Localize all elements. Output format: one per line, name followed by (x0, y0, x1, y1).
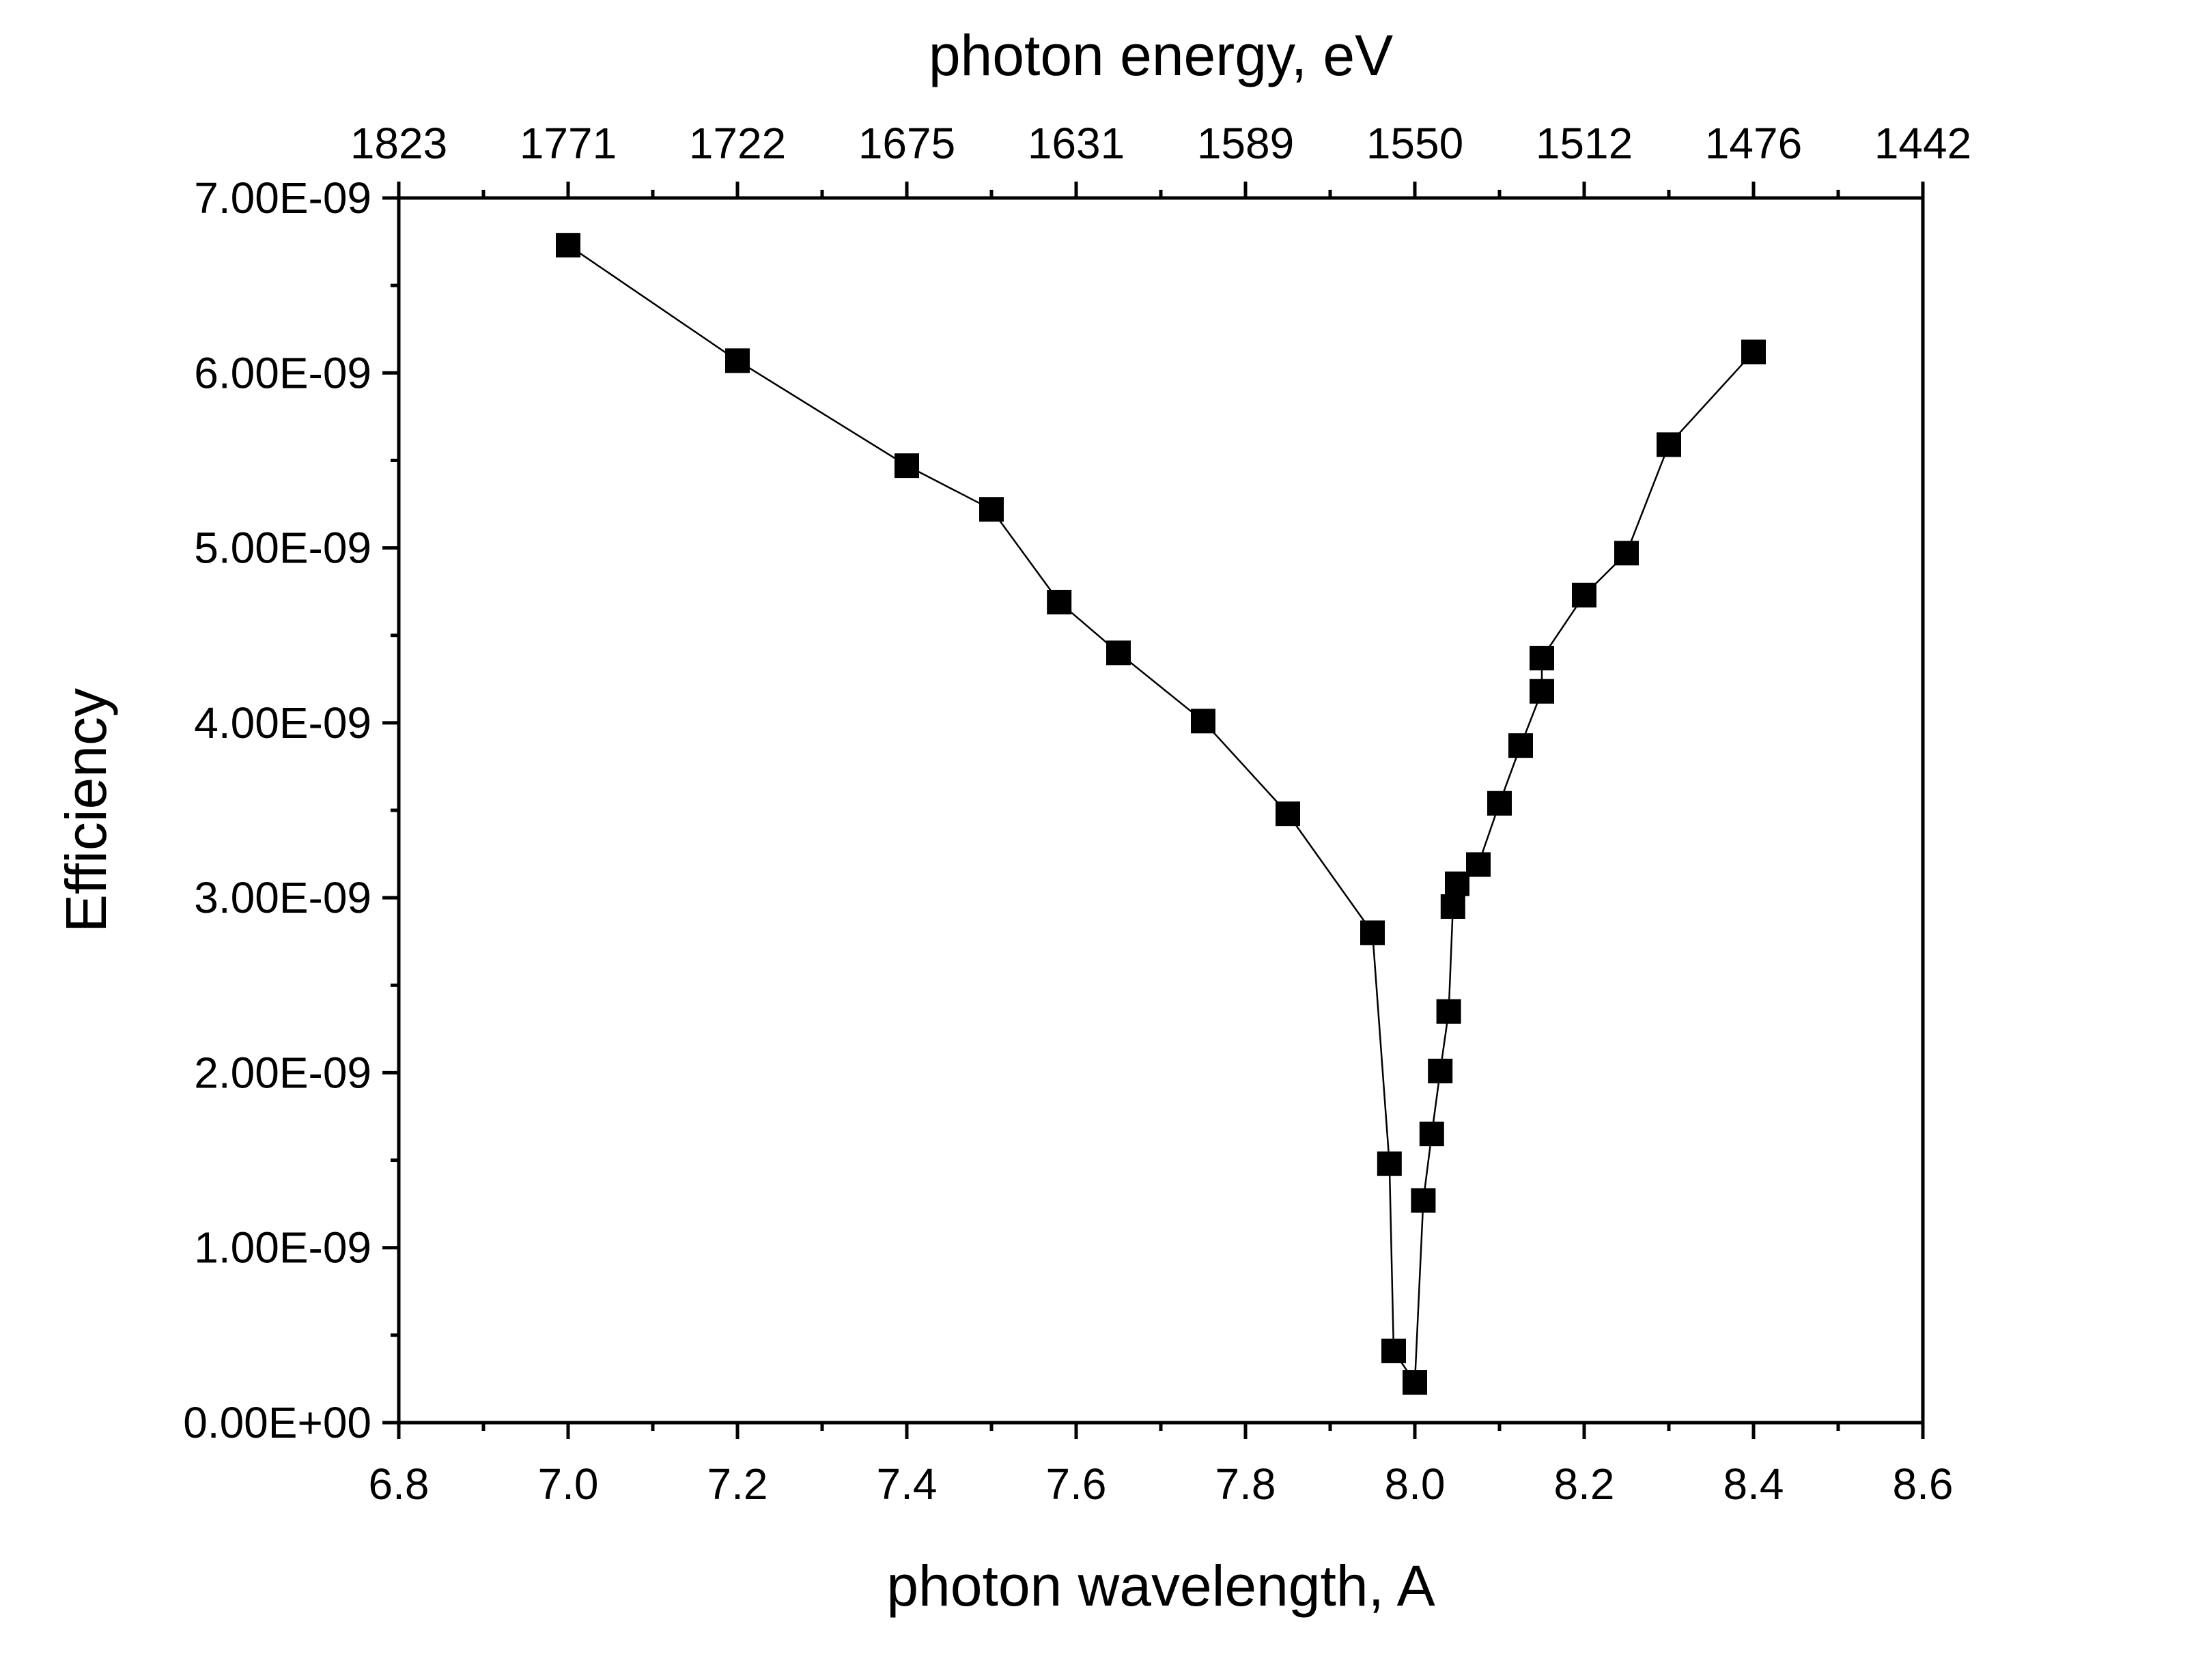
data-point (1487, 791, 1512, 816)
data-point (1466, 852, 1491, 877)
y-axis-title: Efficiency (54, 688, 118, 932)
y-axis-tick-label: 5.00E-09 (194, 524, 371, 573)
y-axis-tick-label: 0.00E+00 (183, 1398, 371, 1447)
top-axis-tick-label: 1675 (858, 119, 955, 168)
data-point (1276, 801, 1300, 827)
y-axis-tick-label: 4.00E-09 (194, 698, 371, 748)
data-markers (556, 233, 1766, 1395)
top-axis-tick-label: 1512 (1536, 119, 1633, 168)
data-point (556, 233, 580, 258)
data-point (1440, 894, 1465, 919)
top-axis-tick-label: 1589 (1197, 119, 1294, 168)
top-axis-title: photon energy, eV (929, 23, 1393, 87)
data-point (1572, 582, 1596, 608)
x-axis-tick-label: 7.6 (1046, 1460, 1107, 1509)
x-axis-tick-label: 7.0 (538, 1460, 599, 1509)
data-point (1614, 541, 1639, 566)
data-point (1508, 733, 1533, 758)
x-axis-tick-label: 8.0 (1385, 1460, 1446, 1509)
x-axis-tick-label: 8.2 (1554, 1460, 1615, 1509)
data-point (1445, 871, 1469, 896)
top-axis-tick-label: 1823 (350, 119, 447, 168)
data-point (895, 453, 919, 479)
data-point (1191, 709, 1215, 734)
plot-frame (397, 196, 1925, 1425)
y-axis-tick-label: 3.00E-09 (194, 873, 371, 922)
x-axis-tick-label: 8.6 (1893, 1460, 1954, 1509)
data-point (979, 497, 1004, 522)
top-axis-tick-label: 1550 (1366, 119, 1463, 168)
x-axis-title: photon wavelength, A (886, 1554, 1435, 1618)
y-axis-tick-label: 2.00E-09 (194, 1048, 371, 1097)
data-point (1106, 640, 1131, 666)
top-axis-tick-label: 1722 (689, 119, 786, 168)
data-point (1657, 432, 1681, 457)
data-point (1047, 590, 1072, 615)
tick-labels: 6.8 7.0 7.2 7.4 7.6 7.8 8.0 8.2 8.4 8.6 1823 1771 17… (183, 119, 1971, 1509)
series-line (567, 244, 1754, 1384)
data-point (1530, 679, 1554, 704)
x-axis-tick-label: 7.2 (707, 1460, 768, 1509)
data-point (1530, 646, 1554, 671)
top-axis-tick-label: 1476 (1705, 119, 1802, 168)
data-curve (567, 244, 1754, 1384)
data-point (1741, 339, 1766, 365)
data-point (725, 348, 750, 373)
top-axis-tick-label: 1442 (1874, 119, 1971, 168)
x-axis-tick-label: 8.4 (1723, 1460, 1784, 1509)
data-point (1381, 1338, 1406, 1363)
data-point (1436, 999, 1461, 1024)
axis-ticks (382, 182, 1925, 1439)
y-axis-tick-label: 6.00E-09 (194, 348, 371, 397)
data-point (1377, 1151, 1402, 1176)
data-point (1428, 1058, 1453, 1083)
y-axis-tick-label: 1.00E-09 (194, 1223, 371, 1272)
data-point (1411, 1188, 1436, 1213)
data-point (1403, 1370, 1427, 1395)
data-point (1360, 920, 1385, 945)
data-point (1419, 1122, 1444, 1147)
y-axis-tick-label: 7.00E-09 (194, 173, 371, 223)
x-axis-tick-label: 6.8 (369, 1460, 430, 1509)
x-axis-tick-label: 7.4 (877, 1460, 938, 1509)
top-axis-tick-label: 1771 (520, 119, 617, 168)
top-axis-tick-label: 1631 (1028, 119, 1125, 168)
x-axis-tick-label: 7.8 (1215, 1460, 1276, 1509)
